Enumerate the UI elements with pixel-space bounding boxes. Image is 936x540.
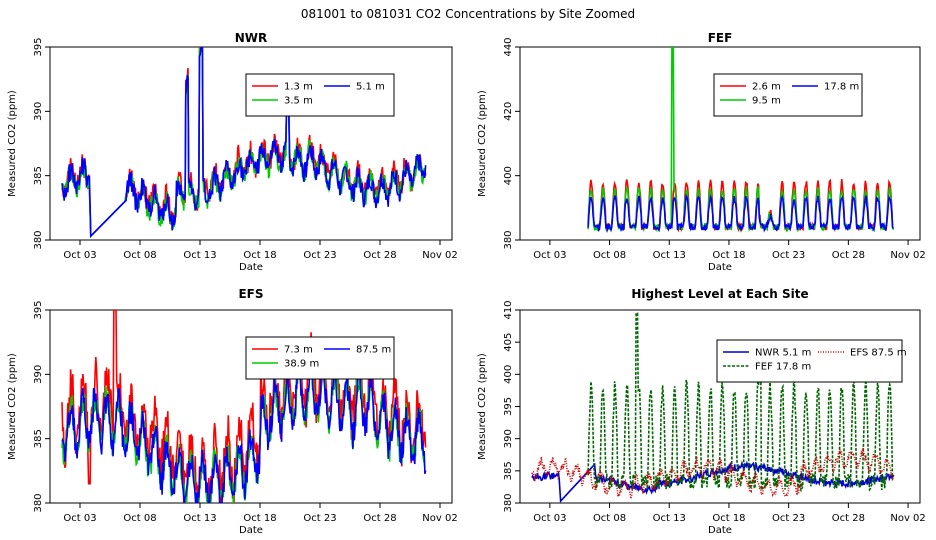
y-tick-label: 380 (503, 230, 514, 249)
legend-box (245, 336, 395, 380)
x-axis-label: Date (708, 262, 732, 273)
series-line-2_6-m (587, 178, 894, 233)
x-axis-label: Date (239, 262, 263, 273)
y-tick-label: 420 (503, 102, 514, 121)
x-tick-label: Oct 18 (712, 250, 745, 261)
x-tick-label: Oct 28 (363, 513, 396, 524)
x-tick-label: Oct 23 (303, 513, 336, 524)
panel-2: EFS Oct 03 Oct 08 Oct 13 Oct 18 Oct 23 Oct 28 N… (7, 287, 458, 536)
x-tick-label: Oct 18 (243, 250, 276, 261)
panel-1: FEF Oct 03 Oct 08 Oct 13 Oct 18 Oct 23 Oct 28 N… (477, 31, 926, 273)
legend-label: 17.8 m (824, 82, 859, 93)
panel-title: NWR (235, 31, 268, 45)
x-tick-label: Oct 18 (712, 513, 745, 524)
y-tick-label: 400 (503, 365, 514, 384)
y-tick-label: 390 (33, 365, 44, 384)
legend-label: NWR 5.1 m (755, 348, 811, 359)
series-line-9_5-m (587, 47, 895, 234)
y-tick-label: 400 (503, 166, 514, 185)
plot-frame (49, 309, 453, 504)
y-tick-label: 405 (503, 333, 514, 352)
x-tick-label: Oct 08 (123, 250, 156, 261)
legend-label: 1.3 m (284, 82, 313, 93)
x-tick-label: Oct 23 (303, 250, 336, 261)
y-tick-label: 390 (33, 102, 44, 121)
x-tick-label: Oct 13 (653, 250, 686, 261)
series-line-87_5-m (61, 360, 427, 503)
legend: 7.3 m 38.9 m 87.5 m (245, 336, 395, 380)
x-tick-label: Oct 13 (183, 513, 216, 524)
x-tick-label: Oct 03 (63, 513, 96, 524)
x-tick-label: Nov 02 (890, 250, 925, 261)
legend-label: 5.1 m (356, 82, 385, 93)
legend-label: FEF 17.8 m (755, 362, 811, 373)
y-tick-label: 410 (503, 300, 514, 319)
panel-title: Highest Level at Each Site (631, 287, 808, 301)
x-tick-label: Oct 23 (772, 513, 805, 524)
x-tick-label: Oct 28 (832, 513, 865, 524)
y-axis-label: Measured CO2 (ppm) (477, 353, 488, 460)
y-tick-label: 385 (33, 166, 44, 185)
legend-label: EFS 87.5 m (850, 348, 907, 359)
y-tick-label: 385 (33, 429, 44, 448)
legend-label: 87.5 m (356, 345, 391, 356)
plot-frame (519, 46, 921, 241)
legend: 2.6 m 9.5 m 17.8 m (713, 73, 863, 117)
x-tick-label: Nov 02 (890, 513, 925, 524)
series-line-FEF-17_8-m (587, 312, 895, 493)
x-tick-label: Oct 18 (243, 513, 276, 524)
legend: NWR 5.1 m FEF 17.8 m EFS 87.5 m (716, 339, 907, 383)
y-tick-label: 390 (503, 429, 514, 448)
panel-0: NWR Oct 03 Oct 08 Oct 13 Oct 18 Oct 23 Oct 28 N… (7, 31, 458, 273)
x-tick-label: Oct 23 (772, 250, 805, 261)
y-tick-label: 380 (503, 493, 514, 512)
plot-frame (49, 46, 453, 241)
series-line-17_8-m (587, 193, 895, 233)
panel-title: FEF (708, 31, 733, 45)
x-tick-label: Oct 28 (363, 250, 396, 261)
x-tick-label: Oct 13 (183, 250, 216, 261)
y-axis-label: Measured CO2 (ppm) (477, 90, 488, 197)
y-tick-label: 380 (33, 493, 44, 512)
series-line-5_1-m (61, 47, 427, 239)
y-tick-label: 395 (33, 300, 44, 319)
x-tick-label: Nov 02 (422, 250, 457, 261)
panel-3: Highest Level at Each Site Oct 03 Oct 08 Oc… (477, 287, 926, 536)
y-tick-label: 385 (503, 461, 514, 480)
x-axis-label: Date (708, 525, 732, 536)
legend-label: 9.5 m (752, 96, 781, 107)
legend-box (716, 339, 903, 383)
x-tick-label: Oct 03 (533, 513, 566, 524)
x-tick-label: Oct 08 (593, 250, 626, 261)
legend-box (713, 73, 863, 117)
y-axis-label: Measured CO2 (ppm) (7, 90, 18, 197)
y-axis-label: Measured CO2 (ppm) (7, 353, 18, 460)
x-tick-label: Oct 03 (63, 250, 96, 261)
y-tick-label: 380 (33, 230, 44, 249)
legend-label: 3.5 m (284, 96, 313, 107)
legend-label: 38.9 m (284, 359, 319, 370)
legend-label: 7.3 m (284, 345, 313, 356)
y-tick-label: 440 (503, 37, 514, 56)
y-tick-label: 395 (33, 37, 44, 56)
panel-title: EFS (238, 287, 263, 301)
x-tick-label: Oct 03 (533, 250, 566, 261)
series-line-EFS-87_5-m (531, 447, 895, 499)
x-axis-label: Date (239, 525, 263, 536)
main-title: 081001 to 081031 CO2 Concentrations by S… (301, 7, 635, 21)
x-tick-label: Oct 08 (123, 513, 156, 524)
x-tick-label: Oct 28 (832, 250, 865, 261)
x-tick-label: Oct 13 (653, 513, 686, 524)
legend-box (245, 73, 395, 117)
legend: 1.3 m 3.5 m 5.1 m (245, 73, 395, 117)
y-tick-label: 395 (503, 397, 514, 416)
x-tick-label: Oct 08 (593, 513, 626, 524)
legend-label: 2.6 m (752, 82, 781, 93)
x-tick-label: Nov 02 (422, 513, 457, 524)
panels: NWR Oct 03 Oct 08 Oct 13 Oct 18 Oct 23 Oct 28 N… (7, 31, 926, 536)
